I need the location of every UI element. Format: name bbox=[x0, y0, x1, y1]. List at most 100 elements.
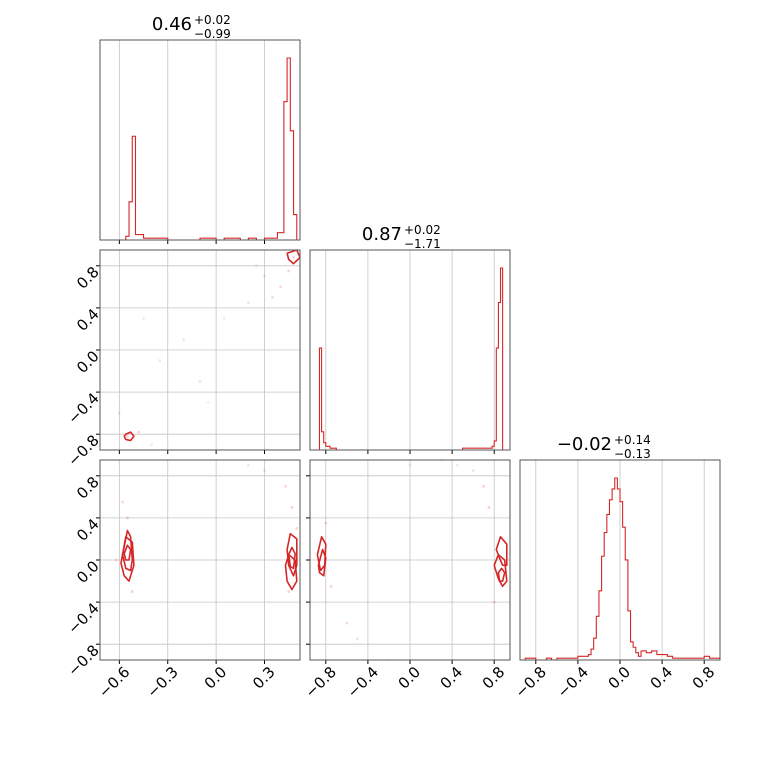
scatter-point bbox=[455, 463, 459, 467]
scatter-point bbox=[279, 285, 283, 289]
scatter-point bbox=[324, 521, 328, 525]
scatter-point bbox=[345, 621, 349, 625]
histogram-0 bbox=[122, 57, 300, 240]
panel-title-0: 0.46 +0.02−0.99 bbox=[152, 13, 231, 41]
y-tick-label: 0.8 bbox=[73, 473, 103, 503]
x-tick-label: −0.4 bbox=[344, 663, 382, 701]
scatter-point bbox=[292, 255, 295, 259]
scatter-point bbox=[222, 317, 226, 320]
title-value: 0.46 bbox=[152, 14, 192, 35]
contour-line bbox=[497, 567, 506, 582]
scatter-point bbox=[150, 443, 154, 447]
title-lower-error: −0.13 bbox=[614, 447, 651, 461]
title-lower-error: −1.71 bbox=[404, 237, 441, 251]
scatter-point bbox=[287, 590, 291, 593]
contour-line bbox=[287, 546, 297, 570]
contour-line bbox=[495, 535, 508, 567]
scatter-point bbox=[246, 301, 250, 305]
scatter-point bbox=[355, 637, 359, 641]
histogram-1 bbox=[310, 267, 510, 450]
contour-line bbox=[286, 250, 300, 265]
contour-line bbox=[120, 535, 135, 582]
contours-0-1 bbox=[123, 250, 300, 442]
y-tick-label: −0.8 bbox=[64, 431, 102, 469]
y-tick-label: 0.4 bbox=[73, 305, 103, 335]
scatter-point bbox=[255, 264, 258, 268]
scatter-point bbox=[137, 430, 141, 434]
scatter-point bbox=[482, 484, 486, 488]
scatter-point bbox=[117, 411, 121, 415]
panel-frame-0-0 bbox=[99, 39, 301, 241]
title-upper-error: +0.14 bbox=[614, 433, 651, 447]
y-tick-label: 0.4 bbox=[73, 515, 103, 545]
contour-line bbox=[121, 529, 134, 572]
y-tick-label: −0.4 bbox=[64, 389, 102, 427]
scatter-point bbox=[408, 463, 412, 467]
scatter-point bbox=[182, 338, 186, 341]
contours-1-2 bbox=[316, 535, 508, 588]
scatter-point bbox=[290, 505, 294, 509]
scatter-point bbox=[263, 469, 266, 472]
contour-line bbox=[123, 544, 132, 561]
scatter-point bbox=[287, 269, 291, 273]
scatter-point bbox=[492, 600, 496, 604]
x-tick-label: −0.6 bbox=[95, 663, 133, 701]
scatter-point bbox=[130, 590, 134, 593]
x-tick-label: 0.0 bbox=[395, 663, 425, 693]
scatter-point bbox=[284, 484, 287, 488]
contour-line bbox=[123, 431, 135, 442]
scatter-point bbox=[158, 359, 162, 362]
panel-title-2: −0.02 +0.14−0.13 bbox=[557, 433, 651, 461]
y-tick-label: −0.4 bbox=[64, 599, 102, 637]
x-tick-label: 0.0 bbox=[201, 663, 231, 693]
x-tick-label: 0.0 bbox=[605, 663, 635, 693]
scatter-point bbox=[142, 317, 145, 320]
y-tick-label: 0.8 bbox=[73, 263, 103, 293]
scatter-point bbox=[295, 527, 299, 530]
scatter-point bbox=[126, 516, 129, 520]
panel-frame-2-2 bbox=[519, 459, 721, 661]
scatter-point bbox=[263, 274, 266, 278]
x-tick-label: −0.8 bbox=[301, 663, 339, 701]
panel-frame-1-1 bbox=[309, 249, 511, 451]
title-value: 0.87 bbox=[362, 224, 402, 245]
panel-frame-2-1 bbox=[309, 459, 511, 661]
scatter-0-1 bbox=[117, 255, 299, 447]
contour-line bbox=[286, 532, 298, 577]
x-tick-label: 0.3 bbox=[249, 663, 279, 693]
scatter-point bbox=[329, 584, 333, 588]
x-tick-label: 0.4 bbox=[647, 663, 677, 693]
y-tick-label: 0.0 bbox=[73, 347, 103, 377]
x-tick-label: 0.4 bbox=[437, 663, 467, 693]
panel-frame-2-0 bbox=[99, 459, 301, 661]
scatter-point bbox=[198, 380, 202, 383]
scatter-point bbox=[271, 295, 274, 299]
panel-title-1: 0.87 +0.02−1.71 bbox=[362, 223, 441, 251]
y-tick-label: 0.0 bbox=[73, 557, 103, 587]
scatter-point bbox=[487, 505, 491, 509]
x-tick-label: 0.8 bbox=[689, 663, 719, 693]
title-lower-error: −0.99 bbox=[194, 27, 231, 41]
contours-0-2 bbox=[120, 529, 298, 591]
scatter-1-2 bbox=[324, 460, 496, 660]
title-upper-error: +0.02 bbox=[404, 223, 441, 237]
scatter-0-2 bbox=[114, 463, 299, 660]
scatter-point bbox=[121, 500, 124, 504]
scatter-point bbox=[206, 401, 210, 405]
contour-line bbox=[317, 548, 327, 577]
title-upper-error: +0.02 bbox=[194, 13, 231, 27]
scatter-point bbox=[246, 463, 250, 467]
panel-frame-1-0 bbox=[99, 249, 301, 451]
y-tick-label: −0.8 bbox=[64, 641, 102, 679]
x-tick-label: 0.8 bbox=[479, 663, 509, 693]
x-tick-label: −0.4 bbox=[554, 663, 592, 701]
x-tick-label: −0.8 bbox=[511, 663, 549, 701]
contour-line bbox=[493, 553, 508, 588]
x-tick-label: −0.3 bbox=[143, 663, 181, 701]
scatter-point bbox=[471, 469, 475, 472]
title-value: −0.02 bbox=[557, 434, 612, 455]
histogram-2 bbox=[520, 477, 720, 660]
scatter-point bbox=[126, 434, 129, 438]
scatter-point bbox=[114, 558, 118, 562]
